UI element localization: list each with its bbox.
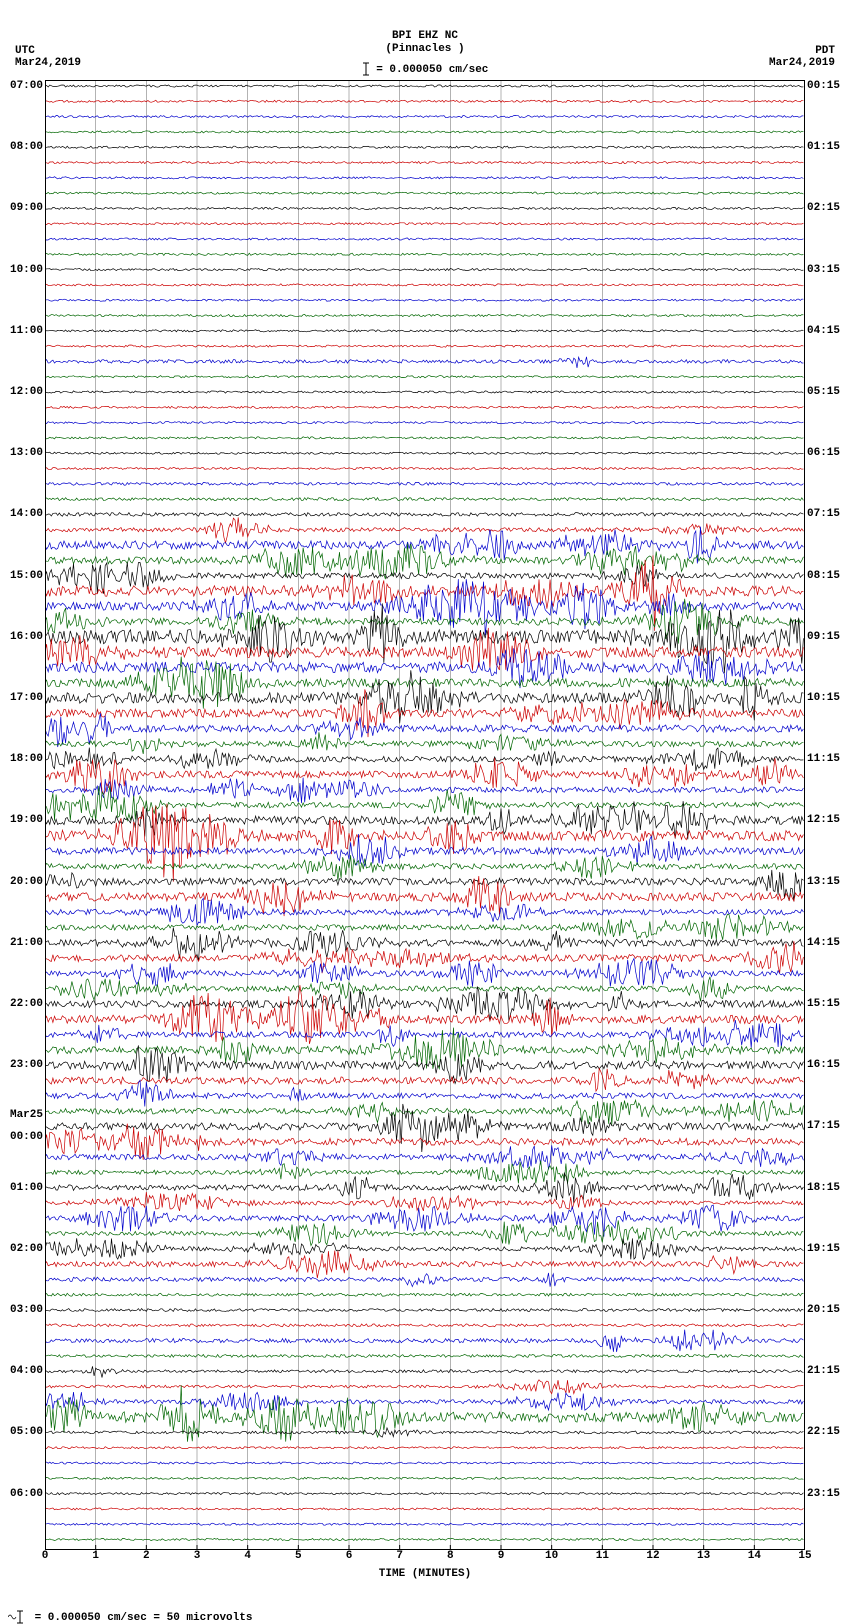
station-title: BPI EHZ NC (0, 30, 850, 42)
local-time-label: 02:15 (805, 202, 840, 214)
utc-time-label: 01:00 (10, 1182, 45, 1194)
utc-time-label: 21:00 (10, 937, 45, 949)
scale-text: = 0.000050 cm/sec (376, 64, 488, 76)
utc-time-label: 00:00 (10, 1131, 45, 1143)
utc-time-label: 14:00 (10, 508, 45, 520)
utc-time-label: 18:00 (10, 753, 45, 765)
local-time-label: 20:15 (805, 1304, 840, 1316)
utc-time-label: 17:00 (10, 692, 45, 704)
x-tick-label: 1 (92, 1550, 99, 1562)
x-tick-label: 4 (244, 1550, 251, 1562)
x-tick-label: 11 (596, 1550, 609, 1562)
local-time-label: 21:15 (805, 1365, 840, 1377)
utc-time-label: 19:00 (10, 814, 45, 826)
utc-time-label: 10:00 (10, 264, 45, 276)
local-time-label: 18:15 (805, 1182, 840, 1194)
header: UTC Mar24,2019 BPI EHZ NC (Pinnacles ) =… (0, 0, 850, 80)
x-axis-title: TIME (MINUTES) (45, 1568, 805, 1580)
local-time-label: 12:15 (805, 814, 840, 826)
utc-time-label: 06:00 (10, 1488, 45, 1500)
utc-time-label: 08:00 (10, 141, 45, 153)
local-time-label: 22:15 (805, 1426, 840, 1438)
utc-time-label: 05:00 (10, 1426, 45, 1438)
utc-time-label: Mar25 (10, 1109, 45, 1121)
x-tick-label: 3 (194, 1550, 201, 1562)
utc-time-label: 15:00 (10, 570, 45, 582)
x-tick-label: 6 (346, 1550, 353, 1562)
local-time-label: 01:15 (805, 141, 840, 153)
local-time-label: 08:15 (805, 570, 840, 582)
local-time-label: 11:15 (805, 753, 840, 765)
x-tick-label: 8 (447, 1550, 454, 1562)
local-time-label: 19:15 (805, 1243, 840, 1255)
plot-area: 07:0008:0009:0010:0011:0012:0013:0014:00… (45, 80, 805, 1550)
x-tick-label: 9 (498, 1550, 505, 1562)
footer-scale: = 0.000050 cm/sec = 50 microvolts (8, 1610, 850, 1624)
x-tick-label: 2 (143, 1550, 150, 1562)
local-time-label: 03:15 (805, 264, 840, 276)
local-time-label: 07:15 (805, 508, 840, 520)
x-tick-label: 7 (396, 1550, 403, 1562)
local-label: PDT (815, 45, 835, 57)
local-time-label: 09:15 (805, 631, 840, 643)
x-tick-label: 15 (798, 1550, 811, 1562)
station-subtitle: (Pinnacles ) (0, 43, 850, 55)
local-time-label: 06:15 (805, 447, 840, 459)
scale-indicator: = 0.000050 cm/sec (0, 62, 850, 76)
utc-time-label: 16:00 (10, 631, 45, 643)
seismogram-plot (45, 80, 805, 1550)
utc-time-label: 13:00 (10, 447, 45, 459)
utc-time-label: 11:00 (10, 325, 45, 337)
local-time-label: 04:15 (805, 325, 840, 337)
x-tick-label: 12 (646, 1550, 659, 1562)
local-time-label: 16:15 (805, 1059, 840, 1071)
local-time-label: 05:15 (805, 386, 840, 398)
local-time-label: 15:15 (805, 998, 840, 1010)
utc-time-label: 12:00 (10, 386, 45, 398)
local-time-label: 17:15 (805, 1120, 840, 1132)
footer-text: = 0.000050 cm/sec = 50 microvolts (35, 1612, 253, 1624)
utc-time-label: 07:00 (10, 80, 45, 92)
x-tick-label: 13 (697, 1550, 710, 1562)
utc-time-label: 09:00 (10, 202, 45, 214)
seismogram-container: UTC Mar24,2019 BPI EHZ NC (Pinnacles ) =… (0, 0, 850, 1624)
utc-time-label: 22:00 (10, 998, 45, 1010)
local-time-label: 00:15 (805, 80, 840, 92)
utc-time-label: 04:00 (10, 1365, 45, 1377)
x-tick-label: 0 (42, 1550, 49, 1562)
x-tick-label: 14 (748, 1550, 761, 1562)
utc-time-label: 03:00 (10, 1304, 45, 1316)
utc-time-label: 23:00 (10, 1059, 45, 1071)
x-tick-label: 10 (545, 1550, 558, 1562)
local-time-label: 23:15 (805, 1488, 840, 1500)
local-time-label: 13:15 (805, 876, 840, 888)
x-axis: TIME (MINUTES) 0123456789101112131415 (45, 1550, 805, 1590)
local-time-label: 14:15 (805, 937, 840, 949)
utc-time-label: 20:00 (10, 876, 45, 888)
utc-time-label: 02:00 (10, 1243, 45, 1255)
local-date: Mar24,2019 (769, 57, 835, 69)
x-tick-label: 5 (295, 1550, 302, 1562)
local-time-label: 10:15 (805, 692, 840, 704)
